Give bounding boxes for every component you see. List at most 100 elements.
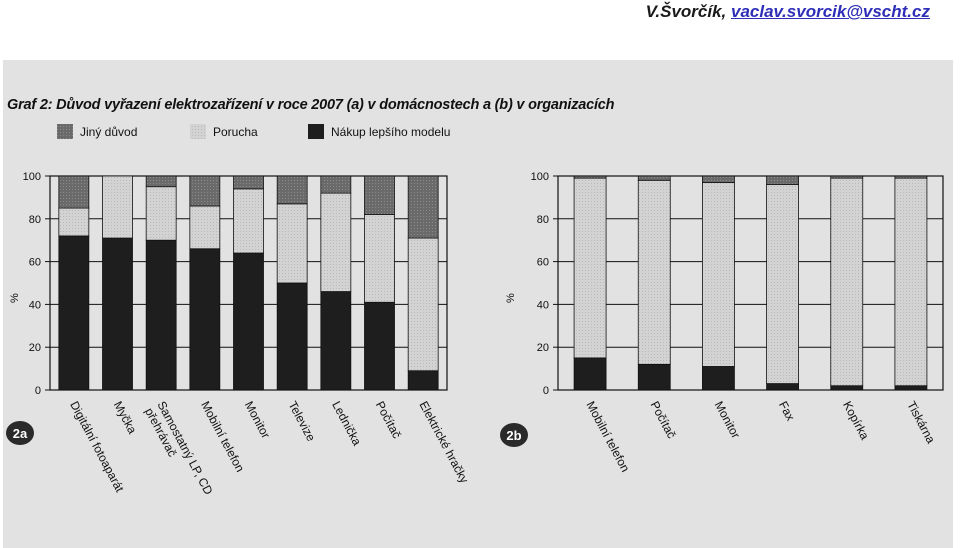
bar-mycka-porucha: [102, 175, 133, 239]
bar-elektricke-hracky-porucha: [407, 237, 439, 372]
category-label-televize: Televize: [286, 399, 319, 444]
category-label-fax: Fax: [776, 399, 798, 423]
bar-televize-jiny-duvod: [276, 175, 308, 205]
ytick-label-100: 100: [23, 171, 41, 183]
plot-frame: [557, 175, 944, 391]
panel-badge-2b: 2b: [500, 423, 528, 447]
bar-digitalni-fotoaparat-jiny-duvod: [58, 175, 90, 209]
category-label-pocitac: Počítač: [648, 399, 679, 441]
bar-monitor-jiny-duvod: [702, 175, 735, 183]
category-label-line: Elektrické hračky: [417, 399, 472, 486]
ytick-label-100: 100: [531, 171, 549, 183]
category-label-mobilni-telefon: Mobilní telefon: [198, 399, 247, 474]
category-label-line: Kopírka: [840, 399, 872, 442]
category-label-mobilni-telefon: Mobilní telefon: [583, 399, 632, 474]
bar-pocitac-jiny-duvod: [637, 175, 671, 181]
bar-monitor-porucha: [702, 182, 735, 367]
bar-tiskarna-porucha: [894, 177, 928, 387]
bar-fax-jiny-duvod: [766, 175, 799, 185]
bar-fax-porucha: [766, 184, 799, 384]
bar-mycka-nakup-lepsiho-modelu: [102, 237, 133, 391]
category-label-line: Lednička: [329, 399, 364, 448]
bar-mobilni-telefon-porucha: [189, 205, 221, 250]
ytick-label-60: 60: [537, 257, 549, 269]
category-label-line: Televize: [286, 399, 319, 444]
bar-kopirka-jiny-duvod: [830, 175, 864, 179]
bar-elektricke-hracky-jiny-duvod: [407, 175, 439, 239]
ytick-label-80: 80: [29, 214, 41, 226]
y-axis-label: %: [9, 293, 21, 303]
badge-circle: [6, 421, 34, 445]
category-label-pocitac: Počítač: [373, 399, 404, 441]
ytick-label-40: 40: [29, 299, 41, 311]
bar-televize-porucha: [276, 203, 308, 284]
category-label-line: Mobilní telefon: [198, 399, 247, 474]
legend-swatch-other: [57, 124, 73, 139]
ytick-label-20: 20: [29, 342, 41, 354]
bar-monitor-jiny-duvod: [233, 175, 264, 190]
badge-label: 2b: [506, 428, 521, 443]
author-credit: V.Švorčík, vaclav.svorcik@vscht.cz: [646, 2, 930, 22]
bar-pocitac-jiny-duvod: [364, 175, 395, 215]
bar-tiskarna-jiny-duvod: [894, 175, 928, 179]
category-label-elektricke-hracky: Elektrické hračky: [417, 399, 472, 486]
author-name: V.Švorčík,: [645, 2, 727, 21]
graph-title: Graf 2: Důvod vyřazení elektrozařízení v…: [7, 97, 615, 113]
ytick-label-0: 0: [35, 385, 41, 397]
ytick-label-0: 0: [543, 385, 549, 397]
category-label-line: Počítač: [648, 399, 679, 441]
bar-mobilni-telefon-porucha: [573, 177, 607, 359]
legend-label-newer: Nákup lepšího modelu: [331, 125, 450, 139]
bar-televize-nakup-lepsiho-modelu: [276, 282, 308, 391]
bar-mobilni-telefon-jiny-duvod: [573, 175, 607, 179]
bar-lednicka-jiny-duvod: [320, 175, 352, 194]
category-label-line: Tiskárna: [904, 399, 938, 446]
category-label-monitor: Monitor: [712, 399, 743, 441]
bar-monitor-porucha: [233, 188, 264, 254]
bar-digitalni-fotoaparat-nakup-lepsiho-modelu: [58, 235, 90, 391]
chart-2b: 0 20 40 60 80 100% Mobilní telefon Počítač Monit…: [500, 171, 944, 474]
bar-elektricke-hracky-nakup-lepsiho-modelu: [407, 370, 439, 391]
bar-pocitac-porucha: [637, 179, 671, 365]
legend-label-fault: Porucha: [213, 125, 258, 139]
badge-circle: [500, 423, 528, 447]
panel-badge-2a: 2a: [6, 421, 34, 445]
bar-samostatny-lp-cd-prehravac-jiny-duvod: [145, 175, 177, 188]
category-label-mycka: Myčka: [111, 399, 140, 436]
bar-mobilni-telefon-nakup-lepsiho-modelu: [573, 357, 607, 391]
bar-mobilni-telefon-nakup-lepsiho-modelu: [189, 248, 221, 391]
y-axis-label: %: [505, 293, 517, 303]
category-label-line: Počítač: [373, 399, 404, 441]
bar-mobilni-telefon-jiny-duvod: [189, 175, 221, 207]
bar-fax-nakup-lepsiho-modelu: [766, 383, 799, 391]
category-label-line: Monitor: [712, 399, 743, 441]
category-label-line: Mobilní telefon: [583, 399, 632, 474]
legend: Jiný důvod Porucha Nákup lepšího modelu: [57, 124, 450, 139]
legend-label-other: Jiný důvod: [80, 125, 137, 139]
author-email-link[interactable]: vaclav.svorcik@vscht.cz: [731, 2, 930, 21]
category-label-line: Myčka: [111, 399, 140, 436]
category-label-tiskarna: Tiskárna: [904, 399, 938, 446]
bar-samostatny-lp-cd-prehravac-porucha: [145, 186, 177, 241]
category-label-line: Monitor: [242, 399, 273, 441]
category-label-kopirka: Kopírka: [840, 399, 872, 442]
ytick-label-40: 40: [537, 299, 549, 311]
ytick-label-60: 60: [29, 257, 41, 269]
bar-lednicka-porucha: [320, 192, 352, 292]
badge-label: 2a: [13, 426, 28, 441]
ytick-label-20: 20: [537, 342, 549, 354]
bar-pocitac-porucha: [364, 214, 395, 303]
legend-swatch-fault: [190, 124, 206, 139]
category-label-line: Fax: [776, 399, 798, 423]
bar-monitor-nakup-lepsiho-modelu: [702, 366, 735, 391]
bar-kopirka-nakup-lepsiho-modelu: [830, 385, 864, 391]
category-label-monitor: Monitor: [242, 399, 273, 441]
legend-swatch-newer: [308, 124, 324, 139]
bar-pocitac-nakup-lepsiho-modelu: [637, 363, 671, 391]
bar-digitalni-fotoaparat-porucha: [58, 207, 90, 237]
category-label-lednicka: Lednička: [329, 399, 364, 448]
bar-monitor-nakup-lepsiho-modelu: [233, 252, 264, 391]
bar-samostatny-lp-cd-prehravac-nakup-lepsiho-modelu: [145, 239, 177, 391]
